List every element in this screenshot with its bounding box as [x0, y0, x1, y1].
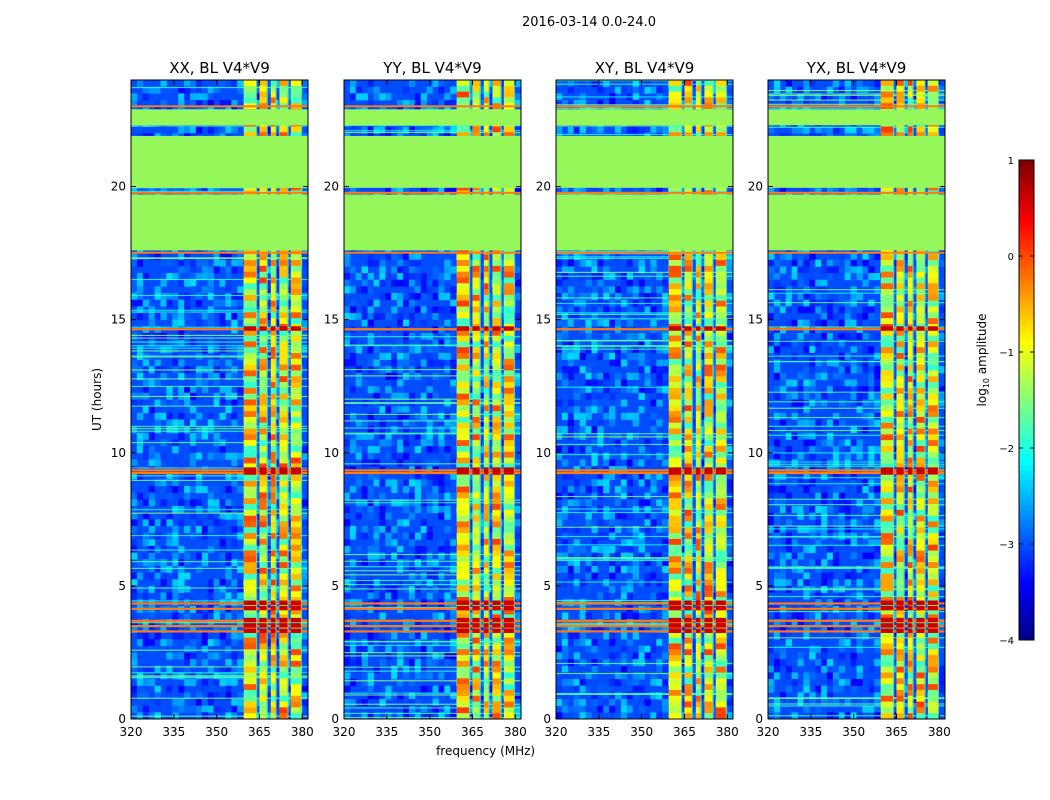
y-axis-label: UT (hours) — [90, 368, 104, 431]
y-tick-label: 20 — [111, 180, 126, 194]
y-tick-label: 0 — [755, 712, 763, 726]
y-tick-label: 5 — [543, 579, 551, 593]
heatmap-image — [556, 80, 733, 719]
colorbar-tick-label: 0 — [1008, 252, 1014, 263]
y-tick-label: 10 — [748, 446, 763, 460]
y-tick-label: 5 — [755, 579, 763, 593]
x-tick-label: 380 — [716, 725, 739, 739]
x-tick-label: 350 — [205, 725, 228, 739]
x-tick-label: 335 — [375, 725, 398, 739]
panel-title: YX, BL V4*V9 — [806, 59, 907, 77]
x-axis-label: frequency (MHz) — [436, 744, 535, 758]
y-tick-label: 0 — [118, 712, 126, 726]
heatmap-image — [344, 80, 521, 719]
axes-frame — [130, 79, 309, 720]
y-tick-label: 15 — [748, 313, 763, 327]
y-tick-label: 15 — [324, 313, 339, 327]
y-tick-label: 10 — [536, 446, 551, 460]
x-tick-label: 380 — [504, 725, 527, 739]
y-tick-label: 20 — [324, 180, 339, 194]
y-tick-label: 0 — [543, 712, 551, 726]
panel-title: YY, BL V4*V9 — [382, 59, 481, 77]
y-tick-label: 15 — [536, 313, 551, 327]
x-tick-label: 350 — [418, 725, 441, 739]
heatmap-image — [131, 80, 308, 719]
x-tick-label: 365 — [885, 725, 908, 739]
panel-3: YX, BL V4*V9 320 335 350 365 380 0 5 10 15 20 — [748, 59, 951, 739]
panel-0: XX, BL V4*V9 320 335 350 365 380 0 5 10 15 20 UT (h… — [90, 59, 314, 739]
axes-frame — [343, 79, 522, 720]
colorbar-tick-label: −3 — [999, 540, 1014, 551]
colorbar-tick-label: −1 — [999, 348, 1014, 359]
y-tick-label: 10 — [324, 446, 339, 460]
colorbar-tick-label: 1 — [1008, 156, 1014, 167]
x-tick-label: 320 — [120, 725, 143, 739]
x-tick-label: 380 — [291, 725, 314, 739]
panel-2: XY, BL V4*V9 320 335 350 365 380 0 5 10 15 20 — [536, 59, 739, 739]
panel-1: YY, BL V4*V9 320 335 350 365 380 0 5 10 15 20 frequ… — [324, 59, 535, 758]
x-tick-label: 380 — [928, 725, 951, 739]
axes-frame — [767, 79, 946, 720]
colorbar-tick-label: −4 — [999, 636, 1014, 647]
x-tick-label: 335 — [587, 725, 610, 739]
y-tick-label: 5 — [331, 579, 339, 593]
colorbar-tick-label: −2 — [999, 444, 1014, 455]
x-tick-label: 365 — [461, 725, 484, 739]
x-tick-label: 350 — [842, 725, 865, 739]
x-tick-label: 335 — [162, 725, 185, 739]
heatmap-image — [768, 80, 945, 719]
x-tick-label: 320 — [757, 725, 780, 739]
axes-frame — [555, 79, 734, 720]
x-tick-label: 320 — [333, 725, 356, 739]
colorbar-frame — [1018, 159, 1035, 641]
y-tick-label: 10 — [111, 446, 126, 460]
x-tick-label: 365 — [248, 725, 271, 739]
x-tick-label: 335 — [799, 725, 822, 739]
panel-title: XY, BL V4*V9 — [595, 59, 695, 77]
colorbar-label: log10 amplitude — [975, 314, 991, 407]
y-tick-label: 20 — [536, 180, 551, 194]
x-tick-label: 350 — [630, 725, 653, 739]
x-tick-label: 365 — [673, 725, 696, 739]
y-tick-label: 15 — [111, 313, 126, 327]
figure-suptitle: 2016-03-14 0.0-24.0 — [522, 15, 656, 30]
y-tick-label: 5 — [118, 579, 126, 593]
y-tick-label: 0 — [331, 712, 339, 726]
panels: XX, BL V4*V9 320 335 350 365 380 0 5 10 15 20 UT (h… — [90, 59, 951, 758]
panel-title: XX, BL V4*V9 — [169, 59, 270, 77]
colorbar: 1 0 −1 −2 −3 −4 log10 amplitude — [975, 156, 1035, 647]
x-tick-label: 320 — [545, 725, 568, 739]
y-tick-label: 20 — [748, 180, 763, 194]
